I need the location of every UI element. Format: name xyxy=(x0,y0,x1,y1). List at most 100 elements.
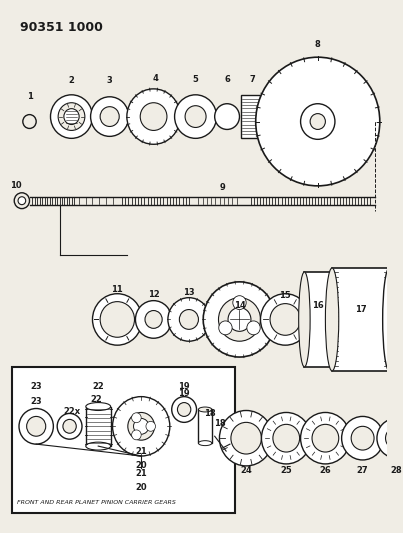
Text: 4: 4 xyxy=(153,75,158,84)
Bar xyxy=(86,407,111,446)
Circle shape xyxy=(50,95,93,139)
Circle shape xyxy=(27,416,46,436)
Ellipse shape xyxy=(86,402,111,410)
Ellipse shape xyxy=(325,268,339,371)
Text: 20: 20 xyxy=(135,462,147,471)
Circle shape xyxy=(63,419,76,433)
Circle shape xyxy=(377,418,403,458)
Circle shape xyxy=(64,109,79,125)
Circle shape xyxy=(177,402,191,416)
Circle shape xyxy=(23,115,36,128)
Text: 27: 27 xyxy=(357,466,368,475)
Bar xyxy=(241,95,260,139)
Text: 23: 23 xyxy=(30,397,42,406)
Text: 28: 28 xyxy=(390,466,402,475)
Text: 1: 1 xyxy=(27,92,32,101)
Text: 16: 16 xyxy=(312,301,324,310)
Circle shape xyxy=(57,414,82,439)
Text: 19: 19 xyxy=(178,389,190,398)
Text: 26: 26 xyxy=(320,466,331,475)
Text: 21: 21 xyxy=(135,470,147,478)
Ellipse shape xyxy=(341,272,352,367)
Text: 19: 19 xyxy=(178,382,190,391)
Circle shape xyxy=(218,297,260,341)
Ellipse shape xyxy=(299,272,310,367)
Text: 3: 3 xyxy=(107,76,112,85)
Circle shape xyxy=(270,304,301,335)
Text: 22: 22 xyxy=(90,395,102,404)
Circle shape xyxy=(220,410,273,466)
Circle shape xyxy=(219,321,232,335)
Text: 8: 8 xyxy=(315,40,321,49)
Circle shape xyxy=(132,413,141,423)
Bar xyxy=(198,409,212,443)
Text: 25: 25 xyxy=(280,466,292,475)
Text: 5: 5 xyxy=(193,76,199,84)
Circle shape xyxy=(273,424,299,452)
Text: 12: 12 xyxy=(148,290,160,299)
Text: FRONT AND REAR PLANET PINION CARRIER GEARS: FRONT AND REAR PLANET PINION CARRIER GEA… xyxy=(17,500,176,505)
Ellipse shape xyxy=(326,302,334,337)
Ellipse shape xyxy=(86,442,111,450)
Text: 2: 2 xyxy=(69,76,75,85)
Circle shape xyxy=(310,114,325,130)
Circle shape xyxy=(301,413,350,464)
Text: 17: 17 xyxy=(355,305,366,314)
Text: 20: 20 xyxy=(135,483,147,492)
Ellipse shape xyxy=(383,268,396,371)
Circle shape xyxy=(19,408,53,444)
Circle shape xyxy=(301,104,335,139)
Text: 10: 10 xyxy=(10,181,22,190)
Text: 18: 18 xyxy=(214,419,225,428)
Text: 22: 22 xyxy=(92,382,104,391)
Circle shape xyxy=(132,430,141,440)
Circle shape xyxy=(93,294,142,345)
Circle shape xyxy=(342,416,384,460)
Circle shape xyxy=(386,427,403,449)
Bar xyxy=(304,272,347,367)
Text: 21: 21 xyxy=(135,447,147,456)
Circle shape xyxy=(203,282,276,357)
Ellipse shape xyxy=(342,302,349,337)
Circle shape xyxy=(312,424,339,452)
Circle shape xyxy=(91,97,129,136)
Circle shape xyxy=(228,308,251,332)
Bar xyxy=(332,268,389,371)
Text: 15: 15 xyxy=(279,291,291,300)
Text: 18: 18 xyxy=(204,409,216,418)
Text: 24: 24 xyxy=(240,466,252,475)
Text: 90351 1000: 90351 1000 xyxy=(20,21,103,34)
Ellipse shape xyxy=(198,407,212,412)
Text: 9: 9 xyxy=(220,183,225,192)
Circle shape xyxy=(133,418,149,434)
Circle shape xyxy=(231,422,262,454)
Circle shape xyxy=(247,321,260,335)
Circle shape xyxy=(145,311,162,328)
Text: 13: 13 xyxy=(183,288,195,297)
Circle shape xyxy=(351,426,374,450)
Text: 7: 7 xyxy=(250,76,256,84)
Circle shape xyxy=(215,104,239,130)
Circle shape xyxy=(100,302,135,337)
Text: 22x: 22x xyxy=(63,407,80,416)
Circle shape xyxy=(262,413,311,464)
Text: 14: 14 xyxy=(234,301,245,310)
Circle shape xyxy=(172,397,197,422)
Text: 11: 11 xyxy=(112,285,123,294)
Circle shape xyxy=(112,397,170,456)
Circle shape xyxy=(58,103,85,131)
Circle shape xyxy=(127,89,180,144)
Circle shape xyxy=(256,57,380,186)
Text: 23: 23 xyxy=(30,382,42,391)
Circle shape xyxy=(168,297,210,341)
Circle shape xyxy=(185,106,206,127)
Ellipse shape xyxy=(198,441,212,446)
Text: 6: 6 xyxy=(224,76,230,84)
Circle shape xyxy=(135,301,172,338)
Circle shape xyxy=(18,197,26,205)
Circle shape xyxy=(174,95,216,139)
Circle shape xyxy=(100,107,119,126)
Circle shape xyxy=(14,193,29,208)
Bar xyxy=(330,302,345,337)
Circle shape xyxy=(140,103,167,131)
